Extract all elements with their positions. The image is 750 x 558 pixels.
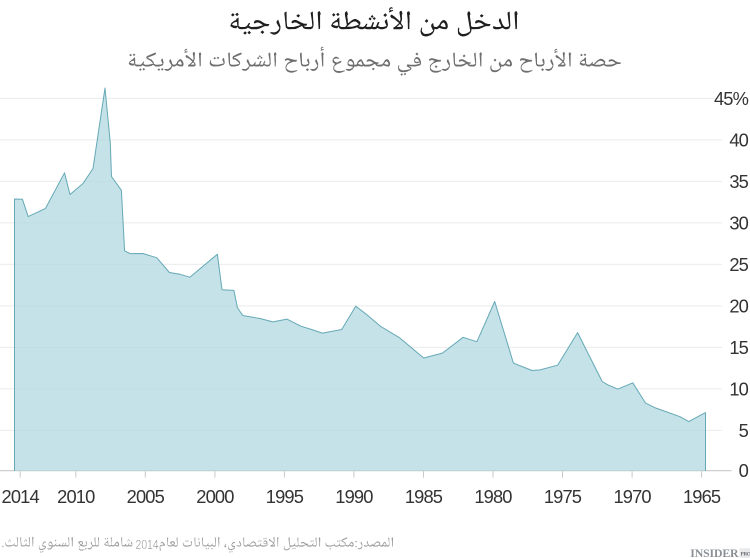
svg-text:INSIDER: INSIDER [690,546,739,558]
svg-text:25: 25 [729,254,748,275]
svg-text:2014: 2014 [2,486,40,507]
svg-text:PRO: PRO [741,551,750,557]
svg-text:5: 5 [739,420,749,441]
svg-text:1975: 1975 [544,486,582,507]
svg-text:2000: 2000 [196,486,234,507]
svg-text:0: 0 [739,460,749,481]
svg-text:15: 15 [729,337,748,358]
svg-text:45%: 45% [714,88,749,109]
svg-text:20: 20 [729,295,748,316]
svg-text:1995: 1995 [266,486,304,507]
svg-text:40: 40 [729,129,748,150]
svg-text:30: 30 [729,212,748,233]
svg-text:35: 35 [729,171,748,192]
svg-text:1965: 1965 [683,486,721,507]
svg-text:10: 10 [729,378,748,399]
svg-text:2005: 2005 [127,486,165,507]
svg-text:2010: 2010 [57,486,95,507]
svg-text:1970: 1970 [613,486,651,507]
svg-text:1985: 1985 [405,486,443,507]
svg-text:1980: 1980 [474,486,512,507]
svg-text:1990: 1990 [335,486,373,507]
